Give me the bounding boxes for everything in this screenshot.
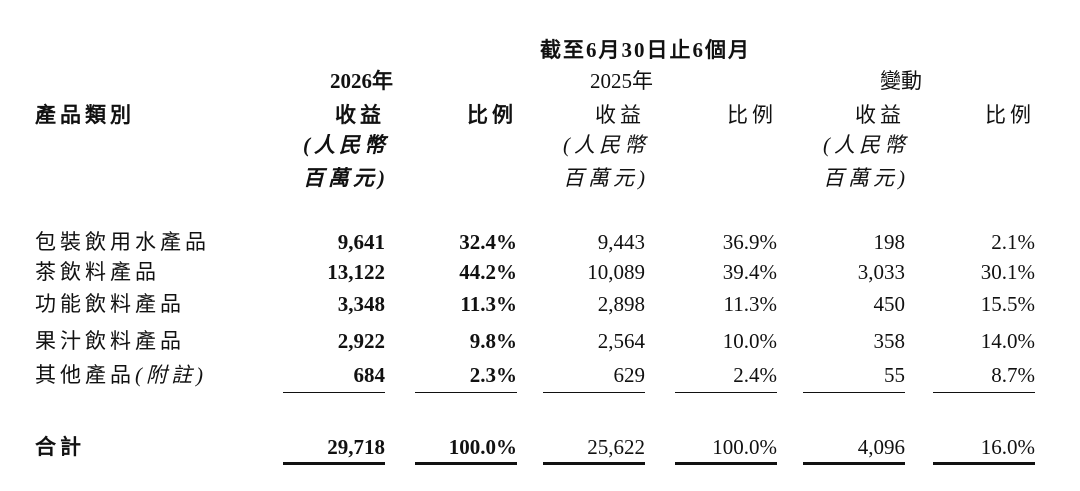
total-cell: 25,622: [587, 435, 645, 459]
total-cell: 100.0%: [448, 435, 517, 459]
column-unit: 百萬元): [303, 166, 389, 190]
column-header: 比例: [467, 103, 517, 127]
total-rule: [283, 462, 385, 465]
cell: 2,922: [337, 329, 385, 353]
total-cell: 100.0%: [712, 435, 777, 459]
cell: 198: [873, 230, 906, 254]
period-header: 截至6月30日止6個月: [540, 38, 751, 62]
cell: 55: [884, 363, 905, 387]
cell: 2,564: [597, 329, 645, 353]
total-rule: [933, 462, 1035, 465]
column-header: 收益: [595, 103, 645, 127]
column-unit: 百萬元): [823, 166, 909, 190]
total-rule: [675, 462, 777, 465]
cell: 11.3%: [723, 292, 777, 316]
cell: 9,443: [597, 230, 645, 254]
total-rule: [543, 462, 645, 465]
cell: 450: [873, 292, 906, 316]
subtotal-rule: [543, 392, 645, 393]
cell: 10,089: [587, 260, 645, 284]
cell: 3,348: [337, 292, 385, 316]
total-label: 合計: [35, 435, 85, 459]
column-header: 收益: [335, 103, 385, 127]
subtotal-rule: [803, 392, 905, 393]
group-header: 變動: [880, 69, 922, 93]
cell: 8.7%: [991, 363, 1035, 387]
cell: 15.5%: [980, 292, 1035, 316]
cell: 3,033: [857, 260, 905, 284]
cell: 32.4%: [459, 230, 517, 254]
row-label-note: (附註): [135, 363, 207, 387]
row-label: 其他產品(附註): [35, 363, 207, 387]
cell: 9.8%: [469, 329, 517, 353]
row-label: 包裝飲用水產品: [35, 230, 210, 254]
row-label: 功能飲料產品: [35, 292, 185, 316]
cell: 11.3%: [460, 292, 517, 316]
cell: 13,122: [327, 260, 385, 284]
group-header: 2026年: [330, 69, 393, 93]
column-unit: (人民幣: [303, 133, 389, 157]
total-cell: 4,096: [857, 435, 905, 459]
total-cell: 29,718: [327, 435, 385, 459]
cell: 44.2%: [459, 260, 517, 284]
total-rule: [415, 462, 517, 465]
column-header: 比例: [985, 103, 1035, 127]
column-header: 收益: [855, 103, 905, 127]
cell: 2.1%: [991, 230, 1035, 254]
cell: 14.0%: [980, 329, 1035, 353]
column-unit: 百萬元): [563, 166, 649, 190]
cell: 2.3%: [469, 363, 517, 387]
row-header: 產品類別: [35, 103, 135, 127]
subtotal-rule: [675, 392, 777, 393]
subtotal-rule: [933, 392, 1035, 393]
cell: 9,641: [337, 230, 385, 254]
cell: 30.1%: [980, 260, 1035, 284]
row-label: 果汁飲料產品: [35, 329, 185, 353]
cell: 684: [353, 363, 386, 387]
cell: 36.9%: [722, 230, 777, 254]
column-header: 比例: [727, 103, 777, 127]
cell: 10.0%: [722, 329, 777, 353]
cell: 2,898: [597, 292, 645, 316]
column-unit: (人民幣: [563, 133, 649, 157]
total-rule: [803, 462, 905, 465]
cell: 2.4%: [733, 363, 777, 387]
column-unit: (人民幣: [823, 133, 909, 157]
total-cell: 16.0%: [980, 435, 1035, 459]
group-header: 2025年: [590, 69, 653, 93]
cell: 39.4%: [722, 260, 777, 284]
cell: 629: [613, 363, 646, 387]
cell: 358: [873, 329, 906, 353]
subtotal-rule: [415, 392, 517, 393]
row-label: 茶飲料產品: [35, 260, 160, 284]
subtotal-rule: [283, 392, 385, 393]
